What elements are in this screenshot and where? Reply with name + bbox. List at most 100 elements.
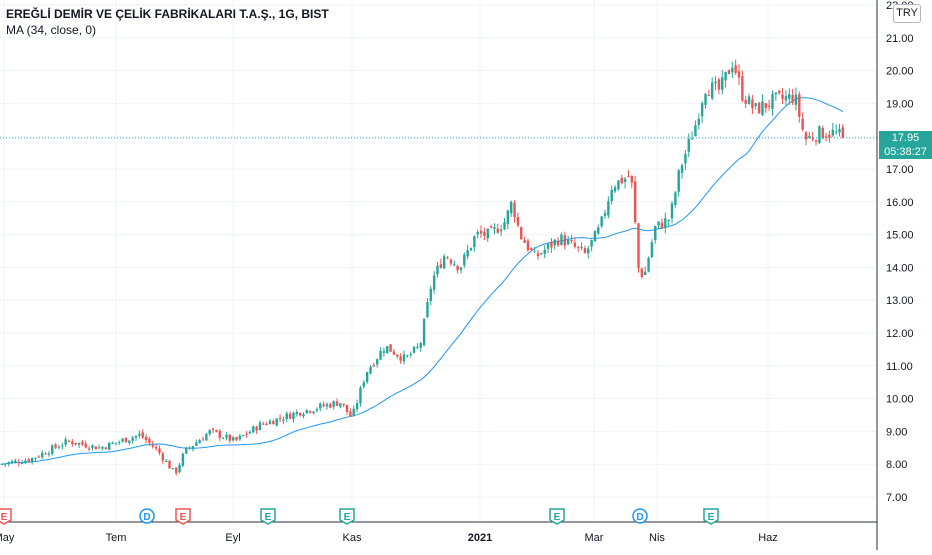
candle [108,442,111,450]
candle-body [74,442,77,445]
candle [784,90,788,106]
candle [767,99,771,111]
candle [0,463,4,465]
candle [690,131,694,140]
candle-body [496,228,499,233]
candle [469,247,473,251]
candle [828,130,831,143]
candle-body [560,234,563,245]
candle [14,458,17,464]
candle-body [175,467,178,474]
candle-body [298,412,302,416]
symbol-title[interactable]: EREĞLİ DEMİR VE ÇELİK FABRİKALARI T.A.Ş.… [6,7,329,21]
candle-body [432,275,436,290]
candle-body [627,175,630,177]
candle-body [412,346,416,353]
candle [312,411,315,415]
candle-body [543,249,546,254]
candle [563,231,566,250]
candle [195,439,198,447]
candle-body [526,240,530,251]
currency-badge[interactable]: TRY [893,4,921,23]
candle-body [61,445,64,447]
earnings-marker[interactable]: E [549,508,565,525]
candle [20,460,24,465]
candle [365,371,369,384]
candle-body [550,241,553,248]
dividend-marker[interactable]: D [139,508,155,524]
candle [804,131,808,146]
candle [392,348,396,356]
candle-body [67,440,71,442]
candle [640,267,644,279]
candle-body [185,447,188,454]
candle [510,200,513,217]
x-tick-label: Haz [758,532,778,544]
candle-body [694,125,697,137]
candle-body [731,67,734,73]
candle-body [144,436,148,441]
candle [727,69,731,75]
candle-body [30,457,34,463]
candle [205,432,208,442]
candle [61,442,64,450]
candle [158,445,161,456]
candle [362,380,365,389]
candle-body [84,443,87,448]
candle-body [81,441,84,445]
candle [255,425,258,434]
candle [449,258,453,267]
candle-body [570,239,573,242]
candle-body [654,226,657,240]
candle-body [138,433,141,436]
candle [670,201,674,224]
candle-body [667,219,670,221]
y-tick-label: 17.00 [886,164,914,176]
candle-body [265,423,268,425]
earnings-marker[interactable]: E [703,508,719,525]
candle-body [644,271,647,276]
candle-body [489,226,493,228]
candle [778,89,781,95]
candle-body [834,131,838,133]
candle-body [510,201,513,214]
candle [295,409,298,417]
candle-body [108,442,111,450]
candle [332,400,335,410]
earnings-marker[interactable]: E [175,508,191,525]
candle-body [687,139,690,152]
candle-body [134,435,138,438]
candle-body [781,94,784,99]
candle-body [841,127,845,138]
candle-body [178,464,181,473]
candle-body [342,403,345,406]
candle-body [690,138,694,140]
candle [144,434,148,444]
candle [463,252,466,269]
candle [791,88,794,106]
dividend-marker[interactable]: D [632,508,648,524]
candle-body [483,231,486,236]
candle-body [231,437,235,441]
earnings-marker[interactable]: E [339,508,355,525]
candle-body [315,409,319,411]
candle [225,432,228,441]
candle [369,364,372,375]
candle [104,446,108,450]
candle-body [322,404,325,407]
last-price-value: 17.95 [891,131,920,144]
candle [228,434,231,444]
candle-body [486,228,489,239]
candle [499,224,503,236]
earnings-marker[interactable]: E [0,508,12,525]
candle-body [235,437,238,440]
marker-shape [549,508,565,525]
candle [824,132,828,142]
ma-indicator-label[interactable]: MA (34, close, 0) [6,23,97,37]
bar-countdown: 05:38:27 [884,145,927,158]
candle-body [51,445,54,454]
earnings-marker[interactable]: E [260,508,276,525]
candle-body [198,440,201,444]
